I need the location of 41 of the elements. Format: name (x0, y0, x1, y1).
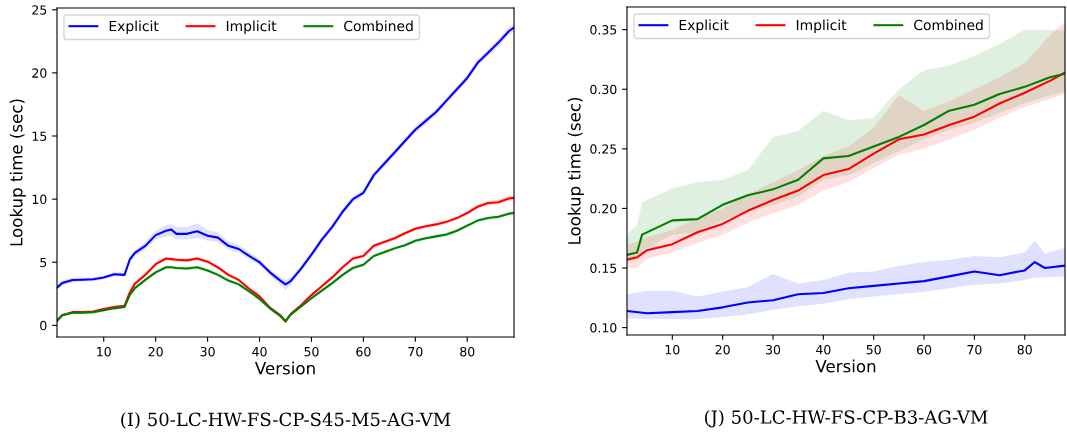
y-tick-label: 0.25 (590, 144, 617, 154)
y-tick-label: 0.15 (590, 263, 617, 273)
x-tick-label: 50 (304, 346, 319, 357)
y-tick-label: 0 (40, 320, 47, 331)
x-tick-label: 60 (916, 344, 932, 355)
legend-label: Implicit (226, 20, 277, 34)
legend-label: Combined (914, 19, 983, 31)
y-tick-label: 0.20 (590, 203, 617, 214)
x-tick-label: 30 (766, 344, 781, 355)
y-tick-label: 20 (32, 68, 47, 78)
legend-label: Explicit (679, 19, 729, 33)
y-axis-title: Lookup time (sec) (9, 99, 26, 246)
x-tick-label: 70 (408, 346, 423, 357)
x-tick-label: 60 (356, 346, 371, 357)
x-tick-label: 50 (866, 344, 881, 355)
y-tick-label: 0.30 (590, 84, 617, 95)
y-tick-label: 10 (32, 194, 47, 205)
x-tick-label: 30 (200, 346, 215, 357)
x-tick-label: 70 (967, 344, 982, 355)
x-axis-title: Version (815, 359, 876, 373)
y-tick-label: 0.35 (590, 25, 617, 35)
legend-label: Combined (344, 20, 413, 32)
legend-label: Explicit (109, 20, 159, 34)
x-tick-label: 80 (1017, 344, 1032, 355)
y-axis-title: Lookup time (sec) (567, 97, 584, 244)
x-tick-label: 20 (715, 344, 730, 355)
y-tick-label: 15 (32, 131, 47, 141)
y-tick-label: 5 (40, 257, 47, 268)
line-series (627, 261, 1065, 315)
legend-label: Implicit (796, 19, 847, 33)
x-tick-label: 40 (816, 344, 831, 355)
x-tick-label: 40 (252, 346, 267, 357)
x-tick-label: 20 (148, 346, 163, 357)
y-tick-label: 0.10 (590, 323, 617, 333)
text: (I) 50-LC-HW-FS-CP-S45-M5-AG-VM (121, 412, 451, 429)
y-tick-label: 25 (32, 5, 47, 15)
x-tick-label: 10 (665, 344, 680, 355)
text: (J) 50-LC-HW-FS-CP-B3-AG-VM (705, 409, 988, 428)
x-tick-label: 10 (97, 346, 111, 357)
x-tick-label: 80 (460, 346, 475, 357)
x-axis-title: Version (254, 361, 315, 375)
